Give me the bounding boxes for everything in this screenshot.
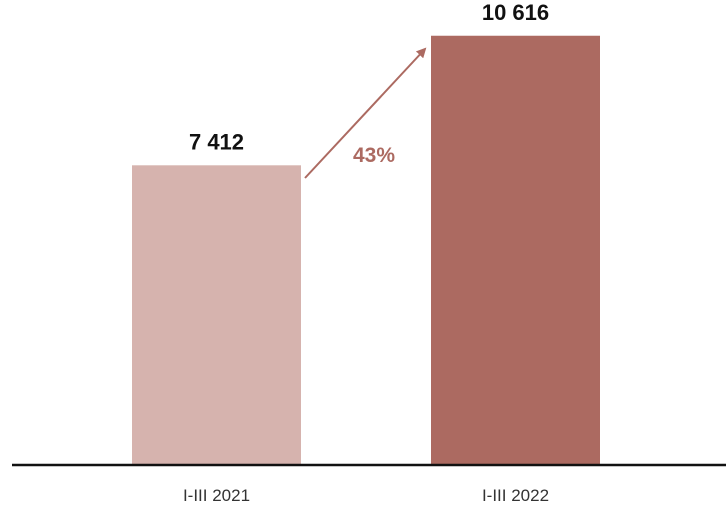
growth-percent-label: 43% [353,144,395,167]
category-label-i-iii-2021: I-III 2021 [183,486,250,505]
value-label-i-iii-2022: 10 616 [482,0,549,25]
category-label-i-iii-2022: I-III 2022 [482,486,549,505]
bar-i-iii-2022 [431,35,600,465]
value-label-i-iii-2021: 7 412 [189,129,244,154]
bar-i-iii-2021 [132,165,301,465]
growth-arrow [304,47,427,179]
